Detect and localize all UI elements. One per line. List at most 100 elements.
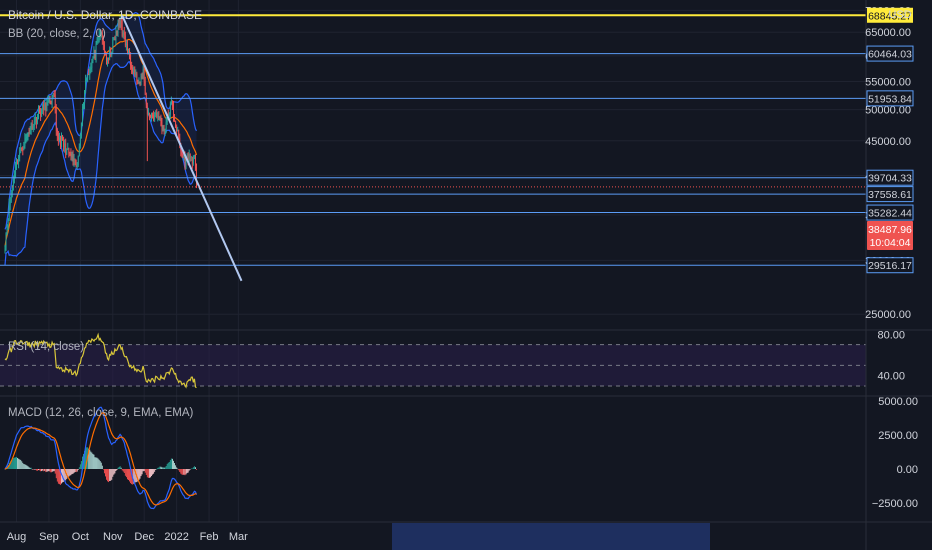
candle-body (87, 73, 89, 79)
rsi-axis[interactable]: 40.00 80.00 (877, 329, 905, 382)
macd-histogram-bar (65, 469, 67, 481)
candle-body (122, 32, 124, 37)
candle-body (18, 157, 20, 163)
candle-body (32, 125, 34, 130)
candle-body (51, 96, 53, 104)
macd-histogram-bar (51, 469, 53, 472)
candle-body (167, 114, 169, 116)
macd-histogram-bar (155, 469, 157, 470)
macd-histogram-bar (126, 469, 128, 480)
candle-body (98, 35, 100, 38)
macd-histogram-bar (26, 465, 28, 469)
macd-histogram-bar (67, 469, 69, 478)
candle-body (9, 201, 11, 205)
macd-histogram-bar (108, 469, 110, 483)
candle-body (12, 178, 14, 186)
time-tick-label: Sep (39, 531, 59, 543)
macd-histogram-bar (162, 467, 164, 469)
macd-axis[interactable]: −2500.00 0.00 2500.00 5000.00 (872, 396, 918, 510)
candle-body (194, 154, 195, 156)
macd-histogram-bar (103, 469, 105, 474)
macd-histogram-bar (10, 460, 12, 469)
candle-body (15, 167, 16, 174)
candle-body (99, 33, 101, 36)
candle-body (168, 114, 170, 116)
candle-body (71, 155, 73, 158)
macd-histogram-bar (156, 468, 158, 470)
level-label: 35282.44 (868, 208, 912, 220)
candle-body (76, 165, 78, 168)
candle-body (82, 106, 83, 126)
time-tick-label: 2022 (164, 531, 188, 543)
candle-body (108, 58, 110, 60)
candle-body (34, 117, 36, 121)
macd-tick-label: 5000.00 (878, 396, 918, 408)
macd-histogram-bar (40, 469, 42, 472)
level-label: 37558.61 (868, 189, 912, 201)
trendline[interactable] (121, 15, 243, 282)
candle-body (127, 43, 128, 52)
macd-histogram-bar (188, 469, 190, 471)
currency-label[interactable]: USD (888, 9, 911, 21)
candle-body (152, 115, 153, 117)
macd-legend[interactable]: MACD (12, 26, close, 9, EMA, EMA) (8, 407, 194, 419)
candle-body (26, 134, 28, 138)
candle-body (116, 31, 118, 33)
candle-body (178, 129, 180, 138)
candle-body (117, 23, 119, 33)
candle-body (125, 43, 127, 46)
macd-histogram-bar (73, 469, 75, 473)
level-label-box (866, 90, 914, 107)
candle-body (120, 20, 122, 30)
candle-body (176, 126, 178, 131)
macd-histogram-bar (167, 462, 169, 469)
macd-histogram-bar (41, 469, 43, 472)
candle-body (190, 156, 192, 158)
bb-legend[interactable]: BB (20, close, 2, 0) (8, 28, 106, 40)
candle-body (73, 158, 75, 162)
horizontal-levels[interactable] (0, 14, 866, 266)
time-axis[interactable]: Aug Sep Oct Nov Dec 2022 Feb Mar (7, 531, 248, 543)
candle-body (23, 146, 25, 151)
macd-histogram-bar (69, 469, 71, 476)
level-label-box (866, 45, 914, 62)
macd-histogram-bar (137, 469, 139, 482)
macd-pane[interactable] (4, 406, 198, 510)
chart-title[interactable]: Bitcoin / U.S. Dollar, 1D, COINBASE (8, 8, 202, 22)
macd-histogram-bar (35, 469, 37, 471)
macd-histogram-bar (133, 469, 135, 484)
candle-body (138, 81, 140, 83)
macd-histogram-bar (128, 469, 129, 480)
macd-histogram-bar (52, 469, 54, 472)
candle-body (41, 109, 43, 116)
rsi-legend[interactable]: RSI (14, close) (8, 341, 84, 353)
candle-body (88, 73, 90, 75)
macd-histogram-bar (129, 469, 130, 482)
candle-body (84, 91, 85, 104)
price-pane[interactable] (0, 9, 866, 315)
time-tick-label: Nov (103, 531, 123, 543)
candle-body (21, 147, 23, 150)
candle-body (77, 155, 79, 166)
macd-histogram-bar (97, 458, 99, 469)
candle-body (33, 120, 35, 126)
macd-histogram-bar (94, 457, 96, 469)
signal-line (4, 412, 197, 506)
macd-histogram-bar (75, 469, 77, 473)
macd-histogram-bar (76, 469, 78, 472)
macd-histogram-bar (123, 469, 125, 473)
rsi-pane[interactable] (0, 332, 866, 389)
vertical-grid (16, 0, 239, 522)
macd-histogram-bar (72, 469, 74, 474)
candle-body (136, 73, 138, 82)
candle-body (191, 156, 193, 164)
macd-histogram-bar (164, 467, 166, 469)
macd-histogram-bar (134, 469, 136, 484)
rsi-levels (0, 344, 866, 387)
candle-body (145, 94, 147, 106)
macd-histogram-bar (63, 469, 65, 482)
candle-body (142, 69, 144, 79)
level-label-box (867, 7, 913, 23)
macd-histogram-bar (60, 469, 61, 485)
